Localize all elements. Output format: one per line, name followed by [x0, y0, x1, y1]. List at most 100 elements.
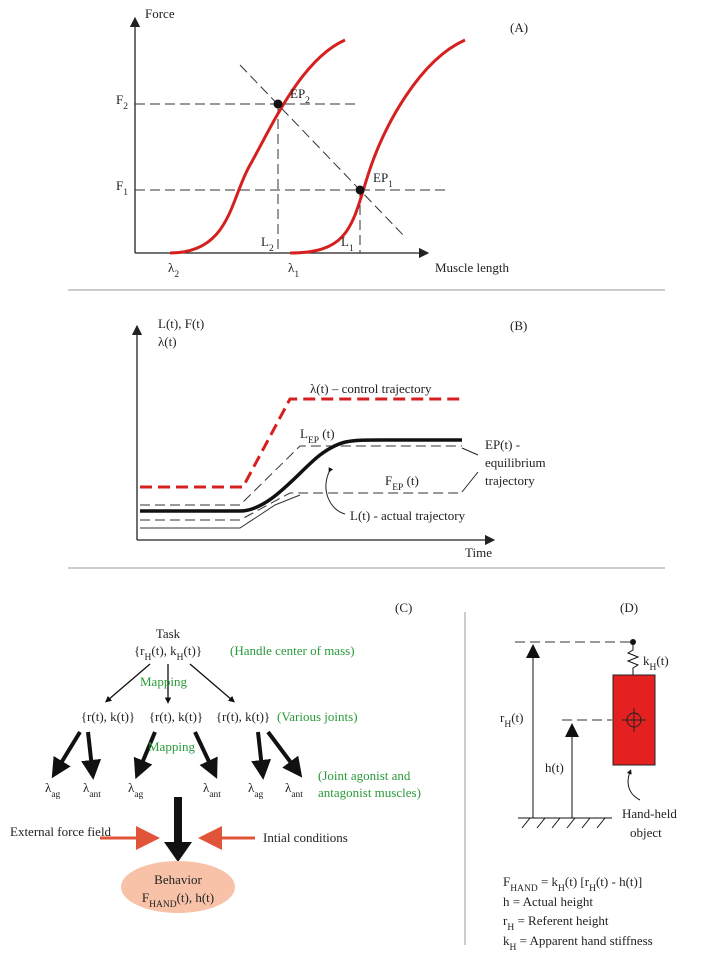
label: kH(t)	[643, 653, 669, 673]
node: Behavior	[154, 872, 202, 887]
subscript: H	[504, 720, 511, 730]
arrowhead	[565, 723, 579, 737]
label: F2	[116, 92, 128, 112]
pointer	[461, 447, 479, 493]
node: {r(t), k(t)}	[81, 709, 135, 724]
text-part: k	[643, 653, 650, 668]
panel-label: (A)	[510, 20, 528, 35]
label: L(t) - actual trajectory	[350, 508, 466, 523]
text-part: (t) [r	[565, 874, 590, 889]
label: Intial conditions	[263, 830, 348, 845]
node: Task	[156, 626, 181, 641]
text-part: EP	[373, 170, 388, 185]
text-part: F	[503, 874, 510, 889]
text-part: F	[116, 92, 123, 107]
subscript: H	[177, 653, 184, 663]
node: {r(t), k(t)}	[149, 709, 203, 724]
subscript: EP	[392, 483, 403, 493]
text-part: λ	[45, 780, 52, 795]
text-part: = k	[538, 874, 559, 889]
subscript: H	[145, 653, 152, 663]
text-part: (t), h(t)	[177, 890, 215, 905]
lep-trajectory	[140, 445, 462, 506]
arrow	[193, 731, 218, 779]
label: h(t)	[545, 760, 564, 775]
pointer	[626, 769, 641, 801]
ground	[518, 817, 612, 829]
node: λant	[83, 780, 101, 800]
axis-label: Muscle length	[435, 260, 510, 275]
arrow	[266, 730, 303, 778]
curve	[169, 38, 346, 255]
label: object	[630, 825, 662, 840]
subscript: 1	[349, 244, 354, 254]
text-part: (t)	[403, 473, 419, 488]
subscript: 1	[294, 270, 299, 280]
panel-d: (D) kH(t) rH(t) h(t) Hand-held object FH…	[500, 600, 677, 953]
node: λag	[128, 780, 144, 800]
pointer	[325, 467, 346, 515]
node: λag	[45, 780, 61, 800]
big-arrow	[164, 797, 192, 862]
curve	[289, 38, 466, 255]
label: rH(t)	[500, 710, 524, 730]
actual-trajectory	[140, 438, 462, 513]
subscript: ag	[134, 790, 143, 800]
text-part: λ	[203, 780, 210, 795]
text-part: = Referent height	[514, 913, 609, 928]
subscript: H	[510, 943, 517, 953]
panel-c: (C) Task {rH(t), kH(t)} (Handle center o…	[10, 600, 421, 913]
arrow	[51, 730, 82, 779]
label: EP(t) -	[485, 437, 520, 452]
behavior-node	[121, 861, 235, 913]
text-part: λ	[83, 780, 90, 795]
control-trajectory	[140, 397, 462, 489]
label: λ(t) – control trajectory	[310, 381, 432, 396]
subscript: 2	[305, 96, 310, 106]
text-part: (t) - h(t)]	[596, 874, 642, 889]
node: λant	[203, 780, 221, 800]
text-part: (t), k	[151, 643, 177, 658]
note: Mapping	[148, 739, 195, 754]
arrow	[251, 731, 272, 780]
subscript: H	[507, 923, 514, 933]
label: EP2	[290, 86, 310, 106]
text-part: λ	[128, 780, 135, 795]
legend-item: h = Actual height	[503, 894, 593, 909]
text-part: = Apparent hand stiffness	[516, 933, 652, 948]
legend-item: rH = Referent height	[503, 913, 609, 933]
formula: FHAND = kH(t) [rH(t) - h(t)]	[503, 874, 642, 894]
text-part: h = Actual height	[503, 894, 593, 909]
node: λant	[285, 780, 303, 800]
guide	[239, 64, 406, 238]
panel-b: L(t), F(t) λ(t) (B) λ(t) – control traje…	[131, 316, 546, 560]
label: EP1	[373, 170, 393, 190]
subscript: ant	[291, 790, 303, 800]
note: (Various joints)	[277, 709, 358, 724]
subscript: ant	[89, 790, 101, 800]
spring	[626, 642, 640, 675]
label: L1	[341, 234, 354, 254]
arrowhead	[526, 644, 540, 658]
node: {rH(t), kH(t)}	[134, 643, 202, 663]
subscript: 1	[388, 180, 393, 190]
point	[273, 99, 283, 109]
text-part: k	[503, 933, 510, 948]
note: (Handle center of mass)	[230, 643, 355, 658]
line	[140, 494, 301, 529]
text-part: L	[300, 426, 308, 441]
subscript: H	[650, 663, 657, 673]
axis-label: λ(t)	[158, 334, 177, 349]
text-part: L	[261, 234, 269, 249]
arrow	[105, 663, 151, 703]
panel-label: (B)	[510, 318, 527, 333]
arrow	[189, 663, 235, 703]
text-part: (t)	[511, 710, 523, 725]
label: LEP (t)	[300, 426, 335, 446]
legend-item: kH = Apparent hand stiffness	[503, 933, 653, 953]
label: Hand-held	[622, 806, 677, 821]
arrow	[133, 731, 157, 780]
panel-label: (D)	[620, 600, 638, 615]
text-part: (t)}	[184, 643, 203, 658]
